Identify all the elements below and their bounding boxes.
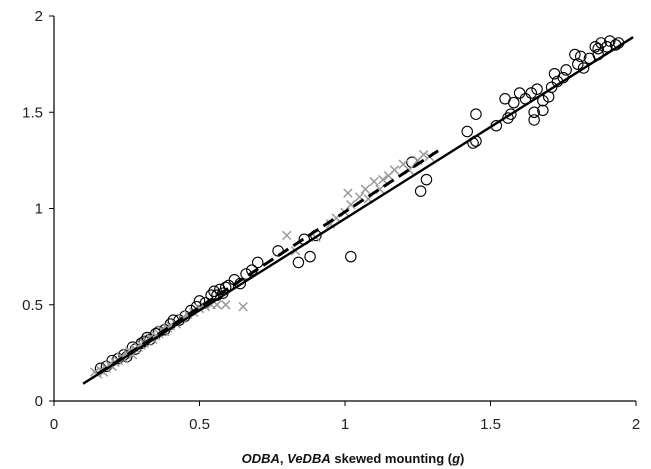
data-point-circle [420,173,433,186]
data-point-circle [545,81,558,93]
data-point-cross [389,165,400,175]
data-point-cross [238,301,248,312]
data-point-circle [461,125,473,138]
x-tick-label: 0 [50,416,58,433]
data-point-circle [525,87,537,99]
data-point-circle [505,108,517,120]
data-point-circle [345,250,357,263]
data-point-circle [251,256,264,269]
data-point-circle [577,62,590,74]
data-point-circle [513,87,526,99]
x-axis-title-part: ) [460,451,464,466]
data-point-circle [601,41,613,53]
plot-area [82,35,634,385]
data-point-cross [378,174,388,185]
data-point-cross [343,188,353,198]
x-axis-title-part: skewed mounting ( [331,451,453,466]
x-tick-label: 0.5 [189,416,210,433]
data-point-circle [531,83,543,95]
data-point-circle [508,96,520,109]
data-point-circle [470,108,482,120]
data-point-circle [528,114,540,126]
data-point-circle [604,35,616,47]
y-tick-label: 2 [35,8,43,25]
x-axis-title-part: VeDBA [287,451,331,466]
data-point-circle [589,41,602,53]
x-axis-title-part: , [280,451,287,466]
y-tick-label: 0.5 [22,297,43,314]
data-point-cross [418,149,429,160]
regression-line-dashed [96,149,439,376]
data-point-cross [282,230,292,241]
x-tick-label: 1.5 [480,416,501,433]
data-point-circle [528,106,540,119]
y-tick-label: 0 [35,393,43,410]
data-point-circle [304,250,316,263]
data-point-circle [208,285,220,298]
regression-line-solid [82,36,634,385]
data-point-circle [193,295,206,307]
data-point-circle [569,48,581,61]
x-axis-title-part: g [451,451,460,466]
data-point-circle [595,37,607,49]
data-point-circle [572,58,584,70]
y-tick-label: 1 [35,201,43,218]
data-point-cross [360,184,371,194]
y-tick-label: 1.5 [22,104,43,121]
data-point-circle [414,185,427,197]
x-tick-label: 1 [341,416,349,433]
data-point-circle [592,42,604,55]
data-point-circle [537,94,549,107]
data-point-circle [292,256,305,269]
data-point-cross [346,199,356,210]
data-point-cross [220,300,231,310]
data-point-circle [560,64,572,76]
x-axis-title: ODBA, VeDBA skewed mounting (g) [242,451,465,466]
x-axis-title-part: ODBA [242,451,280,466]
y-axis-ticks: 0 0.5 1 1.5 2 [22,8,54,410]
data-point-circle [537,104,549,117]
x-axis-ticks: 0 0.5 1 1.5 2 [50,401,640,433]
x-tick-label: 2 [632,416,640,433]
data-point-cross [369,176,379,187]
data-point-circle [574,50,587,63]
